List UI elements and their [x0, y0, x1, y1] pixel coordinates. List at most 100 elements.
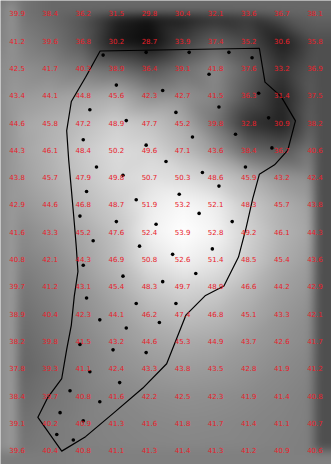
svg-text:45.2: 45.2: [175, 120, 191, 128]
svg-text:50.7: 50.7: [142, 174, 158, 182]
svg-text:46.6: 46.6: [241, 283, 257, 291]
svg-text:36.9: 36.9: [307, 65, 323, 73]
svg-text:45.9: 45.9: [241, 174, 257, 182]
svg-text:50.8: 50.8: [142, 256, 158, 264]
svg-text:50.2: 50.2: [109, 147, 125, 155]
svg-text:35.8: 35.8: [307, 38, 323, 46]
svg-text:41.5: 41.5: [75, 338, 91, 346]
svg-text:40.9: 40.9: [75, 420, 91, 428]
svg-text:47.4: 47.4: [175, 311, 191, 319]
svg-text:43.6: 43.6: [208, 147, 224, 155]
svg-text:45.6: 45.6: [109, 92, 125, 100]
svg-text:45.2: 45.2: [75, 229, 91, 237]
svg-text:44.1: 44.1: [109, 311, 125, 319]
svg-text:41.7: 41.7: [208, 420, 224, 428]
svg-text:41.3: 41.3: [142, 447, 158, 455]
svg-text:41.8: 41.8: [208, 65, 224, 73]
svg-text:47.7: 47.7: [142, 120, 158, 128]
svg-text:41.8: 41.8: [175, 420, 191, 428]
svg-text:33.2: 33.2: [274, 65, 290, 73]
svg-text:41.2: 41.2: [42, 283, 58, 291]
svg-text:31.5: 31.5: [109, 10, 125, 18]
svg-text:32.8: 32.8: [241, 120, 257, 128]
svg-text:38.4: 38.4: [42, 10, 58, 18]
svg-text:41.6: 41.6: [9, 229, 25, 237]
svg-text:38.9: 38.9: [9, 311, 25, 319]
svg-text:39.3: 39.3: [42, 365, 58, 373]
svg-text:42.4: 42.4: [109, 365, 125, 373]
svg-text:47.2: 47.2: [75, 120, 91, 128]
svg-text:48.9: 48.9: [208, 283, 224, 291]
svg-text:41.4: 41.4: [241, 420, 257, 428]
svg-text:43.5: 43.5: [208, 365, 224, 373]
svg-text:30.4: 30.4: [175, 10, 191, 18]
svg-text:42.3: 42.3: [208, 393, 224, 401]
svg-text:50.3: 50.3: [175, 174, 191, 182]
svg-text:46.1: 46.1: [42, 147, 58, 155]
svg-text:44.1: 44.1: [42, 92, 58, 100]
svg-text:46.8: 46.8: [75, 201, 91, 209]
svg-text:38.1: 38.1: [307, 10, 323, 18]
svg-text:48.4: 48.4: [75, 147, 91, 155]
svg-text:51.9: 51.9: [142, 201, 158, 209]
svg-text:40.4: 40.4: [42, 447, 58, 455]
svg-text:41.6: 41.6: [109, 393, 125, 401]
svg-text:41.2: 41.2: [9, 38, 25, 46]
svg-text:47.1: 47.1: [175, 147, 191, 155]
svg-text:41.2: 41.2: [241, 447, 257, 455]
svg-text:41.4: 41.4: [274, 393, 290, 401]
svg-text:39.8: 39.8: [208, 120, 224, 128]
svg-text:43.3: 43.3: [142, 365, 158, 373]
svg-text:42.3: 42.3: [142, 92, 158, 100]
svg-text:42.9: 42.9: [9, 201, 25, 209]
svg-text:44.6: 44.6: [9, 120, 25, 128]
svg-text:40.8: 40.8: [75, 447, 91, 455]
svg-text:47.9: 47.9: [75, 174, 91, 182]
svg-text:49.2: 49.2: [241, 229, 257, 237]
svg-text:42.5: 42.5: [9, 65, 25, 73]
svg-text:44.6: 44.6: [42, 201, 58, 209]
svg-text:44.3: 44.3: [9, 147, 25, 155]
svg-text:45.1: 45.1: [241, 311, 257, 319]
svg-text:52.4: 52.4: [142, 229, 158, 237]
svg-text:42.4: 42.4: [307, 174, 323, 182]
svg-text:36.7: 36.7: [274, 10, 290, 18]
svg-text:43.7: 43.7: [241, 338, 257, 346]
svg-text:40.6: 40.6: [307, 447, 323, 455]
svg-text:38.9: 38.9: [109, 65, 125, 73]
svg-text:45.7: 45.7: [274, 201, 290, 209]
svg-text:44.9: 44.9: [208, 338, 224, 346]
svg-text:44.8: 44.8: [75, 92, 91, 100]
svg-text:28.7: 28.7: [142, 38, 158, 46]
svg-text:41.7: 41.7: [42, 65, 58, 73]
svg-text:41.3: 41.3: [208, 447, 224, 455]
svg-text:39.1: 39.1: [9, 420, 25, 428]
svg-text:45.7: 45.7: [42, 174, 58, 182]
svg-text:45.8: 45.8: [42, 120, 58, 128]
svg-text:33.6: 33.6: [241, 10, 257, 18]
svg-text:46.2: 46.2: [142, 311, 158, 319]
svg-text:39.9: 39.9: [9, 10, 25, 18]
svg-text:36.8: 36.8: [75, 38, 91, 46]
svg-text:40.6: 40.6: [307, 147, 323, 155]
svg-text:43.1: 43.1: [75, 283, 91, 291]
svg-text:39.6: 39.6: [9, 447, 25, 455]
svg-text:45.3: 45.3: [175, 338, 191, 346]
svg-text:43.8: 43.8: [9, 174, 25, 182]
svg-text:40.8: 40.8: [75, 393, 91, 401]
svg-text:39.1: 39.1: [175, 65, 191, 73]
svg-text:42.1: 42.1: [307, 311, 323, 319]
svg-text:38.4: 38.4: [9, 393, 25, 401]
svg-text:43.3: 43.3: [274, 311, 290, 319]
svg-text:45.4: 45.4: [109, 283, 125, 291]
svg-text:40.9: 40.9: [274, 447, 290, 455]
svg-text:36.7: 36.7: [274, 147, 290, 155]
svg-text:43.3: 43.3: [42, 229, 58, 237]
svg-text:43.8: 43.8: [175, 365, 191, 373]
svg-text:47.6: 47.6: [109, 229, 125, 237]
svg-text:53.9: 53.9: [175, 229, 191, 237]
svg-text:31.4: 31.4: [274, 92, 290, 100]
svg-text:39.8: 39.8: [42, 338, 58, 346]
svg-text:32.1: 32.1: [208, 10, 224, 18]
svg-text:44.3: 44.3: [75, 256, 91, 264]
